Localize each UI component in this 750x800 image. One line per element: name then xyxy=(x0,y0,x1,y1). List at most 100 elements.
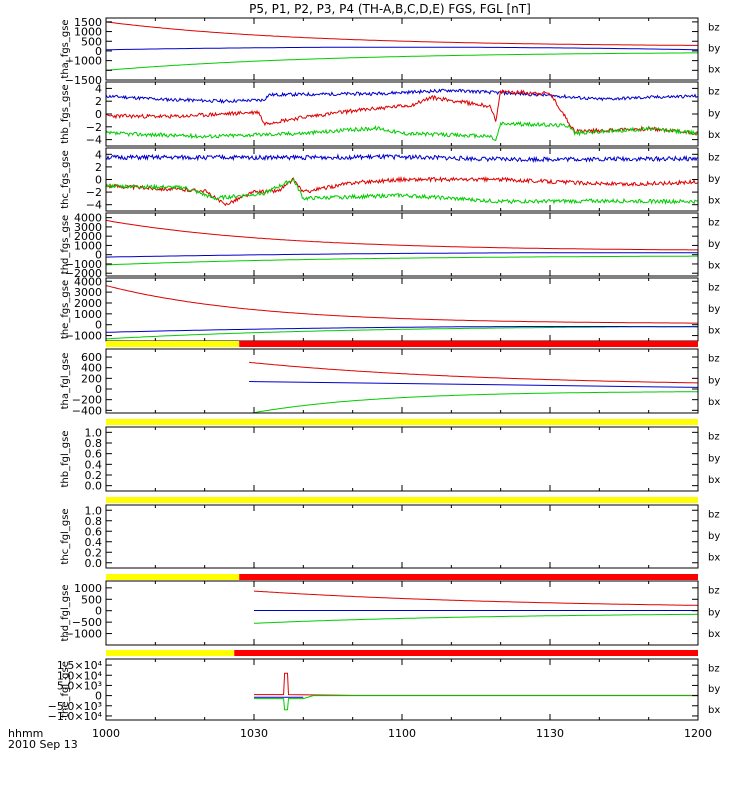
y-tick-label: −2 xyxy=(86,121,102,134)
legend-bz: bz xyxy=(708,283,720,294)
y-axis-label: tha_fgl_gse xyxy=(60,353,71,410)
panel-frame xyxy=(105,580,699,646)
series-line-by xyxy=(254,695,698,711)
y-tick-label: 0.0 xyxy=(85,480,103,493)
series-line-bx xyxy=(105,88,699,104)
y-tick-label: −1.0×10⁴ xyxy=(48,710,103,723)
y-tick-label: −200 xyxy=(72,394,102,407)
legend-bx: bx xyxy=(708,65,720,76)
y-tick-label: 600 xyxy=(81,351,102,364)
y-tick-label: −400 xyxy=(72,404,102,417)
y-tick-label: 0.8 xyxy=(85,515,103,528)
series-line-by xyxy=(105,177,699,205)
time-unit-label: hhmm xyxy=(8,727,43,740)
y-axis-label: thd_fgs_gse xyxy=(60,215,71,274)
y-tick-label: 0.4 xyxy=(85,536,103,549)
legend-bz: bz xyxy=(708,586,720,597)
series-line-bz xyxy=(105,175,699,207)
y-tick-label: 0.2 xyxy=(85,469,103,482)
panel-thc_fgl_gse: 1.00.80.60.40.20.0 thc_fgl_gse bz by bx xyxy=(60,504,720,570)
legend-bx: bx xyxy=(708,130,720,141)
y-tick-label: −4 xyxy=(86,199,102,212)
mode-bar-red xyxy=(234,650,698,656)
legend-by: by xyxy=(708,375,720,386)
series-line-bx xyxy=(105,252,698,258)
y-tick-label: 0.8 xyxy=(85,437,103,450)
y-axis-label: the_fgl_gse xyxy=(60,661,71,718)
series-line-bz xyxy=(253,590,699,606)
y-tick-label: −1000 xyxy=(65,55,102,68)
legend-by: by xyxy=(708,684,720,695)
y-tick-label: 1000 xyxy=(74,26,102,39)
panel-thb_fgl_gse: 1.00.80.60.40.20.0 thb_fgl_gse bz by bx xyxy=(60,426,720,492)
legend-bz: bz xyxy=(708,663,720,674)
panel-frame xyxy=(105,426,699,492)
y-tick-label: 1.0×10⁴ xyxy=(57,669,103,682)
y-axis-label: the_fgs_gse xyxy=(60,280,71,339)
y-tick-label: −2000 xyxy=(65,267,102,280)
series-line-bz xyxy=(105,219,698,251)
panel-frame xyxy=(105,504,699,569)
series-line-by xyxy=(253,613,698,624)
y-tick-label: 0.6 xyxy=(85,448,103,461)
series-line-by xyxy=(105,326,698,340)
series-line-bx xyxy=(105,326,699,333)
x-tick-label: 1000 xyxy=(92,727,120,740)
legend-bz: bz xyxy=(708,153,720,164)
x-tick-label: 1200 xyxy=(684,727,712,740)
y-axis-label: tha_fgs_gse xyxy=(60,19,71,78)
legend-by: by xyxy=(708,44,720,55)
y-tick-label: 0 xyxy=(95,319,102,332)
y-tick-label: 4 xyxy=(95,82,102,95)
series-line-by xyxy=(105,52,698,71)
legend-bx: bx xyxy=(708,397,720,408)
legend-by: by xyxy=(708,607,720,618)
mode-bar-red xyxy=(239,341,698,347)
y-tick-label: 4000 xyxy=(74,275,102,288)
y-tick-label: 2 xyxy=(95,95,102,108)
mode-bar-yellow xyxy=(106,341,240,347)
legend-bz: bz xyxy=(708,87,720,98)
legend-by: by xyxy=(708,174,720,185)
series-line-by xyxy=(105,120,699,142)
y-tick-label: 500 xyxy=(81,593,102,606)
y-tick-label: 1.0 xyxy=(85,504,103,517)
y-tick-label: 5.0×10³ xyxy=(57,679,102,692)
y-tick-label: 0.4 xyxy=(85,458,103,471)
series-line-bx xyxy=(249,381,699,388)
series-line-bz xyxy=(105,89,699,137)
panel-frame xyxy=(105,277,699,342)
y-tick-label: 500 xyxy=(81,35,102,48)
panel-frame xyxy=(105,212,699,277)
y-tick-label: 200 xyxy=(81,372,102,385)
y-tick-label: −1000 xyxy=(65,258,102,271)
legend-bx: bx xyxy=(708,629,720,640)
panel-frame xyxy=(105,17,699,81)
mode-bar-yellow xyxy=(106,650,235,656)
x-tick-label: 1100 xyxy=(388,727,416,740)
mode-bar-yellow xyxy=(106,497,698,503)
mode-bar-yellow xyxy=(106,419,698,425)
y-tick-label: 4 xyxy=(95,148,102,161)
y-tick-label: −2 xyxy=(86,186,102,199)
y-tick-label: 1000 xyxy=(74,239,102,252)
legend-bz: bz xyxy=(708,22,720,33)
y-axis-label: thc_fgl_gse xyxy=(60,508,71,564)
series-line-bz xyxy=(249,361,698,384)
y-tick-label: −4 xyxy=(86,134,102,147)
mode-bar-yellow xyxy=(106,574,240,580)
y-tick-label: −1000 xyxy=(65,330,102,343)
legend-bz: bz xyxy=(708,432,720,443)
y-tick-label: 0 xyxy=(95,605,102,618)
series-line-bz xyxy=(254,672,698,696)
mode-bar-red xyxy=(239,574,698,580)
y-axis-label: thc_fgs_gse xyxy=(60,150,71,209)
y-tick-label: 0 xyxy=(95,249,102,262)
series-line-by xyxy=(105,255,698,266)
y-tick-label: 2000 xyxy=(74,230,102,243)
series-line-bx xyxy=(105,46,699,51)
